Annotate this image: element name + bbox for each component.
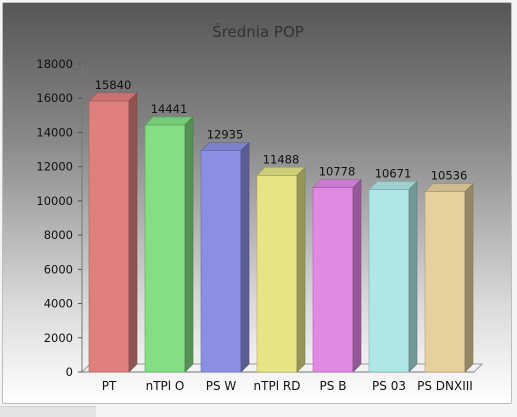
bar <box>200 141 250 373</box>
bar <box>144 116 194 373</box>
bar-side <box>128 92 138 373</box>
y-tick-labels: 0 2000 4000 6000 8000 10000 12000 14000 16000 180… <box>36 57 73 379</box>
y-tick-label: 4000 <box>44 297 73 311</box>
bar-side <box>296 166 306 373</box>
bar-side <box>352 178 362 373</box>
data-labels: 15840 14441 12935 11488 10778 10671 10536 <box>95 78 468 183</box>
bar <box>88 92 138 373</box>
x-tick-label: PS B <box>320 379 347 393</box>
bar-side <box>240 141 250 373</box>
x-tick-label: PT <box>102 379 117 393</box>
bar <box>256 166 306 373</box>
x-tick-label: PS DNXIII <box>417 379 473 393</box>
data-label: 15840 <box>95 78 132 92</box>
bar <box>368 180 418 373</box>
x-tick-labels: PT nTPl O PS W nTPl RD PS B PS 03 PS DNXIII <box>102 379 473 393</box>
y-tick-label: 18000 <box>36 57 73 71</box>
sheet-tab <box>0 406 96 417</box>
chart-title: Średnia POP <box>212 22 304 41</box>
y-tick-label: 16000 <box>36 91 73 105</box>
bar-front <box>312 187 354 373</box>
x-tick-label: nTPl RD <box>254 379 301 393</box>
bar-side <box>464 182 474 373</box>
data-label: 14441 <box>151 102 188 116</box>
bar-front <box>200 150 242 373</box>
bars <box>88 92 474 373</box>
y-tick-label: 6000 <box>44 262 73 276</box>
bar-side <box>184 116 194 373</box>
x-tick-label: PS 03 <box>372 379 406 393</box>
data-label: 10778 <box>319 165 356 179</box>
bar-front <box>88 100 130 373</box>
bar-front <box>144 124 186 373</box>
bar <box>424 182 474 373</box>
data-label: 10671 <box>375 166 412 180</box>
y-tick-label: 10000 <box>36 194 73 208</box>
bar-front <box>368 189 410 373</box>
bar-side <box>408 180 418 373</box>
x-tick-label: nTPl O <box>146 379 185 393</box>
y-tick-label: 8000 <box>44 228 73 242</box>
data-label: 10536 <box>431 169 468 183</box>
data-label: 11488 <box>263 152 300 166</box>
y-tick-label: 14000 <box>36 125 73 139</box>
bar-front <box>256 175 298 373</box>
y-tick-label: 0 <box>66 365 73 379</box>
bar-front <box>424 191 466 373</box>
y-tick-label: 2000 <box>44 331 73 345</box>
y-tick-label: 12000 <box>36 160 73 174</box>
data-label: 12935 <box>207 128 244 142</box>
bar <box>312 178 362 373</box>
x-tick-label: PS W <box>206 379 237 393</box>
